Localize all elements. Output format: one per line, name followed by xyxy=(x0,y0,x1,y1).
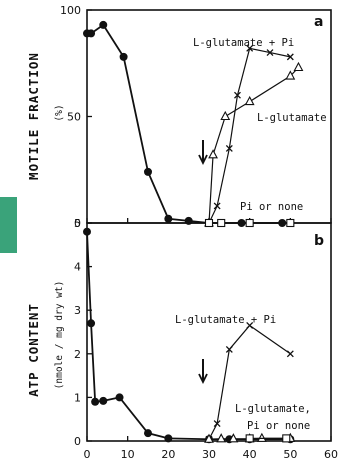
panel-b-y-tick-label: 5 xyxy=(74,217,81,230)
panel-b-x-tick-label: 30 xyxy=(202,448,216,461)
panel-b-point-triangle xyxy=(256,432,267,442)
panel-a-point-x xyxy=(286,53,294,61)
panel-a-point-triangle xyxy=(208,149,218,159)
panel-b-y-tick-label: 3 xyxy=(74,304,81,317)
panel-b-y-tick-label: 2 xyxy=(74,348,81,361)
panel-b-point-triangle xyxy=(216,433,227,443)
panel-b-point-triangle xyxy=(204,433,214,443)
panel-a-point-triangle xyxy=(285,70,296,80)
panel-a-point-square xyxy=(286,218,295,228)
panel-b-point-x xyxy=(286,350,294,358)
panel-a-series-line xyxy=(208,47,291,224)
panel-a-y-axis-unit: (%) xyxy=(54,104,65,121)
panel-b-label: b xyxy=(314,233,324,249)
panel-a-point-circle xyxy=(144,167,152,176)
panel-a-annotation-glutamate: L-glutamate xyxy=(257,112,327,124)
panel-a-point-x xyxy=(234,91,241,99)
panel-b-point-triangle xyxy=(228,433,239,443)
panel-a-point-triangle xyxy=(293,61,304,72)
panel-b-x-tick-label: 0 xyxy=(84,448,91,461)
panel-b-point-square xyxy=(245,434,254,443)
panel-b-point-x xyxy=(246,322,254,329)
panel-b-addition-arrow-head xyxy=(198,373,208,385)
panel-b-annotation-pi-or-none: Pi or none xyxy=(247,420,310,432)
panel-a-label: a xyxy=(314,14,323,30)
panel-b-point-circle xyxy=(164,434,173,443)
panel-a-point-circle xyxy=(87,29,96,38)
panel-a-point-x xyxy=(246,44,254,52)
panel-b-point-circle xyxy=(87,319,96,328)
panel-a-y-axis-title: MOTILE FRACTION xyxy=(26,52,41,180)
panel-a-point-x xyxy=(266,49,274,57)
panel-a-series-line xyxy=(208,67,299,224)
panel-a-point-x xyxy=(213,202,221,210)
panel-a-annotation-glutamate-pi: L-glutamate + Pi xyxy=(193,37,294,49)
panel-b-point-circle xyxy=(83,227,91,236)
panel-b-x-tick-label: 60 xyxy=(324,448,338,461)
panel-a-point-square xyxy=(217,218,226,228)
panel-b-point-circle xyxy=(115,393,124,402)
panel-b-x-tick-label: 20 xyxy=(161,448,175,461)
panel-a-point-circle xyxy=(99,20,108,29)
panel-a-point-circle xyxy=(164,214,173,223)
panel-b-y-tick-label: 4 xyxy=(74,261,81,274)
panel-a-point-triangle xyxy=(220,110,231,121)
panel-b-point-x xyxy=(225,345,233,353)
panel-b-point-circle xyxy=(99,396,108,405)
panel-a-point-circle xyxy=(184,216,193,225)
panel-a-y-tick-label: 50 xyxy=(67,111,81,124)
panel-a-point-triangle xyxy=(244,95,255,106)
panel-b-y-tick-label: 0 xyxy=(74,435,81,448)
panel-b-annotation-glutamate-pi: L-glutamate + Pi xyxy=(175,314,276,326)
panel-b-x-tick-label: 40 xyxy=(243,448,257,461)
panel-b-point-x xyxy=(213,420,221,428)
side-bookmark-tab xyxy=(0,197,17,253)
panel-a-y-tick-label: 100 xyxy=(60,4,81,17)
panel-b-y-tick-label: 1 xyxy=(74,391,81,404)
panel-b-y-axis-unit: (nmole / mg dry wt) xyxy=(54,281,65,390)
panel-b-x-tick-label: 50 xyxy=(283,448,297,461)
panel-a-point-square xyxy=(245,218,254,228)
panel-b-point-circle xyxy=(144,429,152,438)
panel-b-annotation-glutamate: L-glutamate, xyxy=(235,403,311,415)
panel-b-x-tick-label: 10 xyxy=(121,448,135,461)
panel-a-point-circle xyxy=(119,52,128,61)
panel-a-point-square xyxy=(204,218,214,228)
panel-a-y-tick-label: 0 xyxy=(74,217,81,230)
panel-b-point-square xyxy=(282,434,291,443)
panel-a-annotation-pi-or-none: Pi or none xyxy=(240,201,303,213)
panel-a-point-x xyxy=(225,144,233,152)
panel-b-y-axis-title: ATP CONTENT xyxy=(26,303,41,397)
panel-b-point-circle xyxy=(91,397,100,406)
panel-a-addition-arrow-head xyxy=(198,154,208,166)
